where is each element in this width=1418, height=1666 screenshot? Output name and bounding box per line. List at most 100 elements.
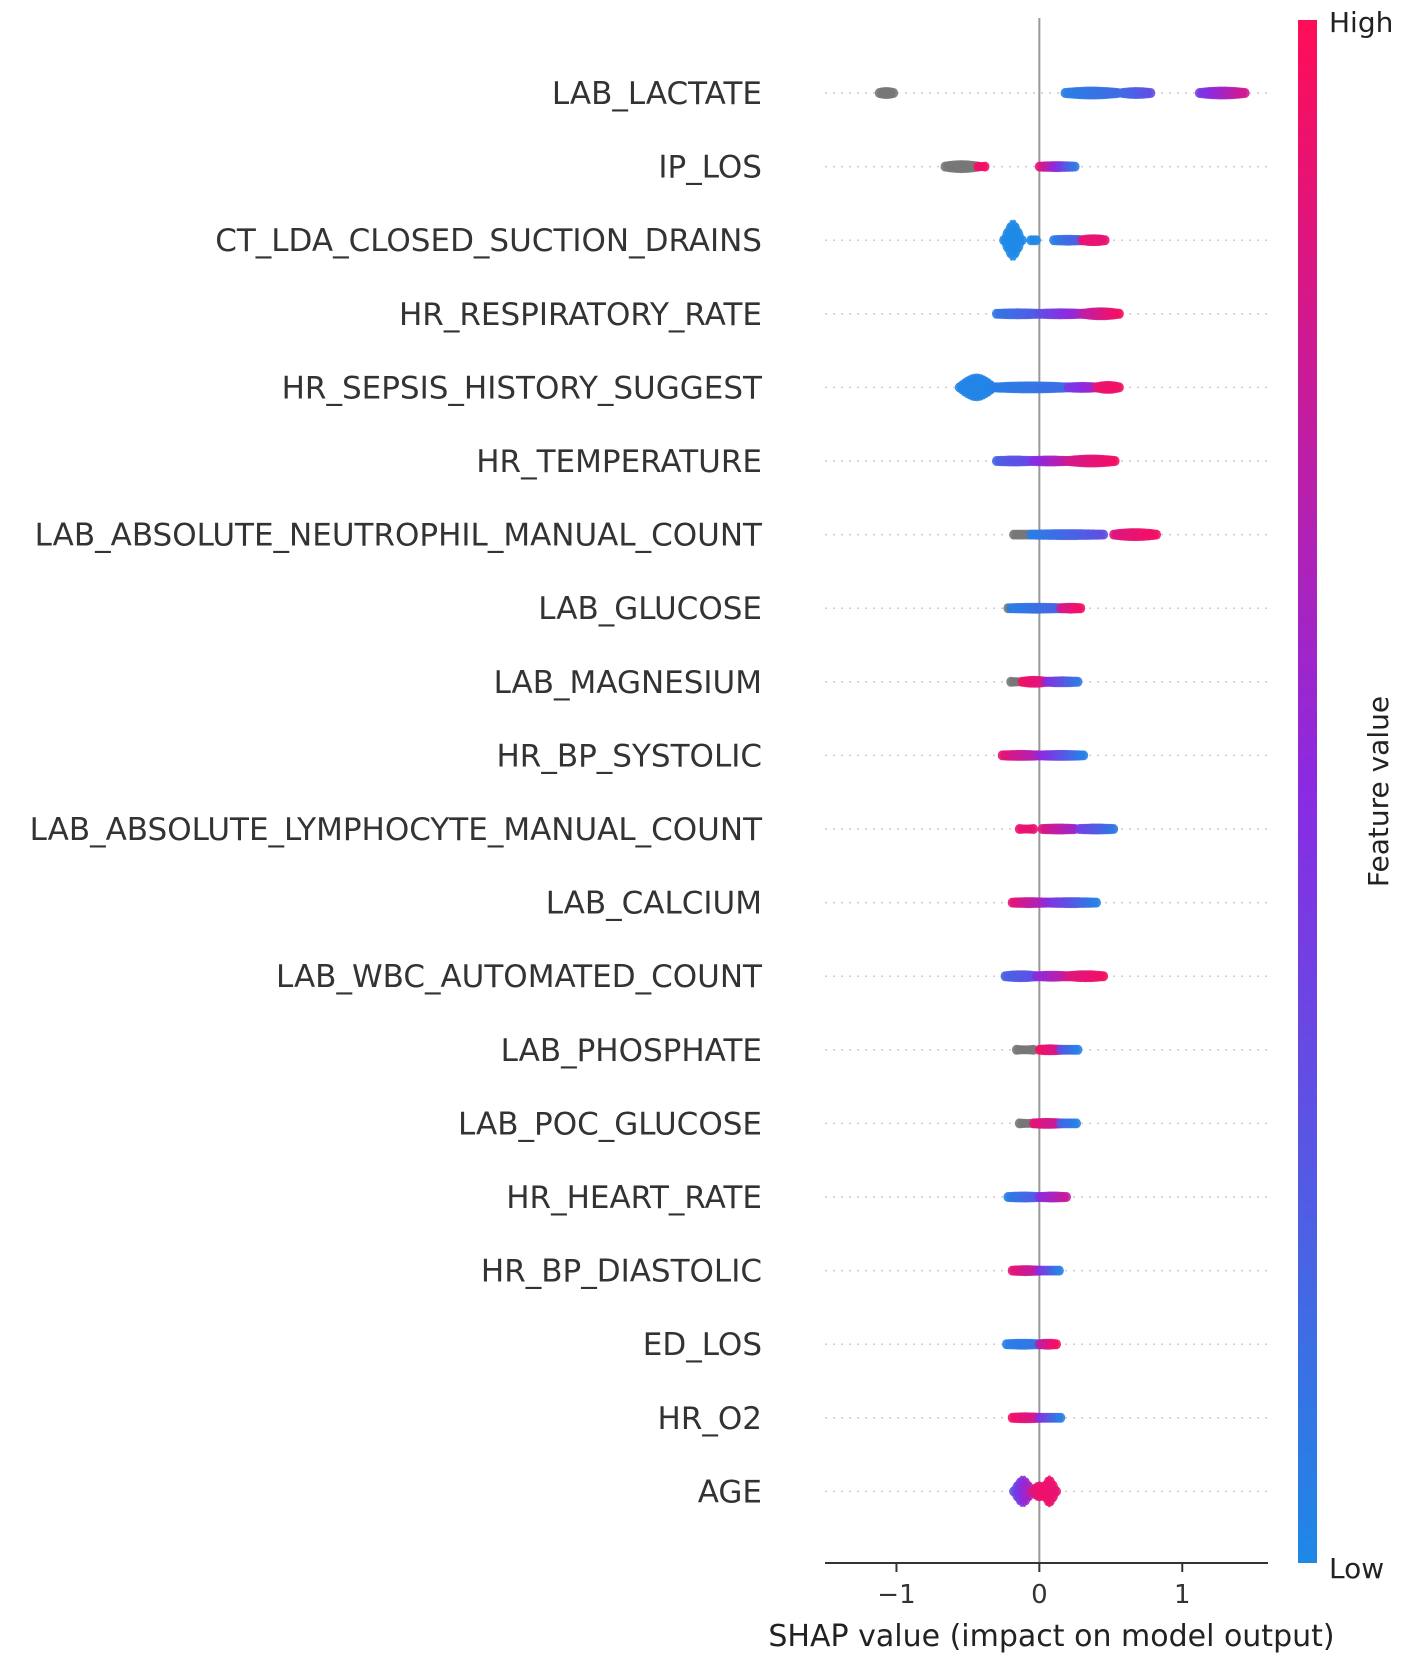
feature-label: LAB_CALCIUM: [546, 886, 762, 922]
shap-point: [1072, 1118, 1082, 1129]
shap-point: [1052, 1486, 1062, 1497]
shap-point: [1056, 1412, 1066, 1423]
shap-points: [874, 86, 1250, 1508]
shap-point: [980, 161, 990, 172]
row-guides: [825, 92, 1268, 1493]
colorbar-title: Feature value: [1362, 696, 1395, 887]
shap-point: [1017, 235, 1027, 246]
colorbar: High Low Feature value: [1298, 6, 1395, 1585]
shap-point-cluster: [1077, 234, 1110, 247]
shap-point-cluster: [989, 381, 1073, 394]
feature-label: HR_HEART_RATE: [506, 1180, 762, 1216]
shap-point: [1062, 1192, 1072, 1202]
x-axis: −1 0 1: [825, 1562, 1268, 1610]
shap-point: [1031, 235, 1041, 246]
shap-point-cluster: [1007, 1265, 1044, 1277]
colorbar-high-label: High: [1329, 6, 1393, 39]
shap-point: [1152, 529, 1162, 540]
shap-point-cluster: [1056, 1118, 1082, 1129]
shap-point: [1076, 603, 1086, 614]
feature-labels: LAB_LACTATE IP_LOS CT_LDA_CLOSED_SUCTION_D…: [30, 76, 763, 1510]
shap-point-cluster: [997, 749, 1044, 761]
shap-point-cluster: [973, 161, 990, 172]
feature-label: CT_LDA_CLOSED_SUCTION_DRAINS: [215, 223, 762, 259]
shap-point: [1073, 1044, 1083, 1055]
shap-point-cluster: [1006, 602, 1066, 614]
shap-point: [1100, 235, 1110, 246]
shap-point-cluster: [1034, 161, 1080, 173]
x-axis-title: SHAP value (impact on model output): [768, 1619, 1334, 1654]
shap-point-cluster: [1056, 1044, 1083, 1055]
shap-point-cluster: [1092, 380, 1124, 394]
shap-point-cluster: [1194, 86, 1250, 100]
shap-point-cluster: [1074, 823, 1119, 835]
feature-label: LAB_POC_GLUCOSE: [458, 1106, 762, 1142]
shap-point-cluster: [1034, 1338, 1062, 1350]
shap-point-cluster: [874, 87, 899, 99]
shap-point-cluster: [1037, 1475, 1062, 1508]
feature-label: HR_BP_DIASTOLIC: [481, 1254, 762, 1290]
shap-point: [1029, 824, 1039, 834]
x-tick-label: 1: [1174, 1580, 1191, 1610]
shap-point-cluster: [1034, 1412, 1066, 1423]
shap-point: [1109, 824, 1119, 834]
feature-label: HR_O2: [658, 1401, 762, 1437]
shap-point-cluster: [1001, 1338, 1044, 1350]
shap-point: [1052, 1339, 1062, 1350]
shap-point: [1070, 161, 1080, 172]
shap-point-cluster: [1011, 1044, 1039, 1055]
feature-label: AGE: [698, 1474, 762, 1510]
feature-label: IP_LOS: [658, 150, 762, 186]
feature-label: LAB_GLUCOSE: [538, 591, 762, 627]
shap-point: [889, 88, 899, 98]
shap-point-cluster: [1042, 897, 1102, 909]
feature-label: LAB_LACTATE: [552, 76, 762, 112]
x-tick-label: 0: [1031, 1580, 1048, 1610]
x-tick-label: −1: [877, 1580, 915, 1610]
shap-point: [1099, 971, 1109, 982]
shap-point-cluster: [1063, 454, 1120, 468]
shap-point-cluster: [999, 219, 1027, 261]
shap-point-cluster: [1034, 1265, 1064, 1276]
shap-point: [1099, 529, 1109, 540]
feature-label: HR_BP_SYSTOLIC: [497, 738, 763, 774]
feature-label: HR_SEPSIS_HISTORY_SUGGEST: [282, 370, 763, 406]
colorbar-low-label: Low: [1329, 1552, 1384, 1585]
shap-point-cluster: [991, 308, 1044, 320]
feature-label: ED_LOS: [643, 1327, 762, 1363]
shap-point: [1146, 88, 1156, 98]
shap-point-cluster: [1056, 602, 1086, 614]
shap-point-cluster: [1014, 824, 1039, 834]
shap-point: [1079, 750, 1089, 761]
shap-point: [1114, 308, 1124, 319]
shap-point: [1092, 897, 1102, 908]
shap-point-cluster: [1060, 86, 1123, 100]
shap-point-cluster: [1042, 676, 1083, 688]
shap-point: [1240, 88, 1250, 98]
shap-point-cluster: [1037, 823, 1080, 835]
shap-point-cluster: [954, 373, 999, 402]
shap-point-cluster: [1034, 1191, 1072, 1203]
shap-point-cluster: [1026, 235, 1041, 246]
shap-point-cluster: [1034, 749, 1089, 761]
feature-label: HR_TEMPERATURE: [476, 444, 762, 480]
colorbar-gradient: [1298, 20, 1317, 1563]
feature-label: LAB_ABSOLUTE_LYMPHOCYTE_MANUAL_COUNT: [30, 812, 763, 848]
shap-point-cluster: [1063, 970, 1109, 983]
shap-point: [1073, 676, 1083, 687]
shap-point-cluster: [1109, 528, 1162, 542]
shap-point-cluster: [1026, 529, 1109, 541]
shap-point: [1054, 1265, 1064, 1276]
feature-label: HR_RESPIRATORY_RATE: [399, 297, 762, 333]
shap-point-cluster: [1027, 455, 1073, 467]
feature-label: LAB_WBC_AUTOMATED_COUNT: [276, 959, 763, 995]
shap-point-cluster: [1117, 87, 1156, 99]
feature-label: LAB_PHOSPHATE: [501, 1033, 762, 1069]
shap-point: [1110, 456, 1120, 466]
feature-label: LAB_ABSOLUTE_NEUTROPHIL_MANUAL_COUNT: [35, 518, 763, 554]
shap-point: [1114, 382, 1124, 393]
shap-point-cluster: [1077, 307, 1124, 321]
feature-label: LAB_MAGNESIUM: [494, 665, 762, 701]
